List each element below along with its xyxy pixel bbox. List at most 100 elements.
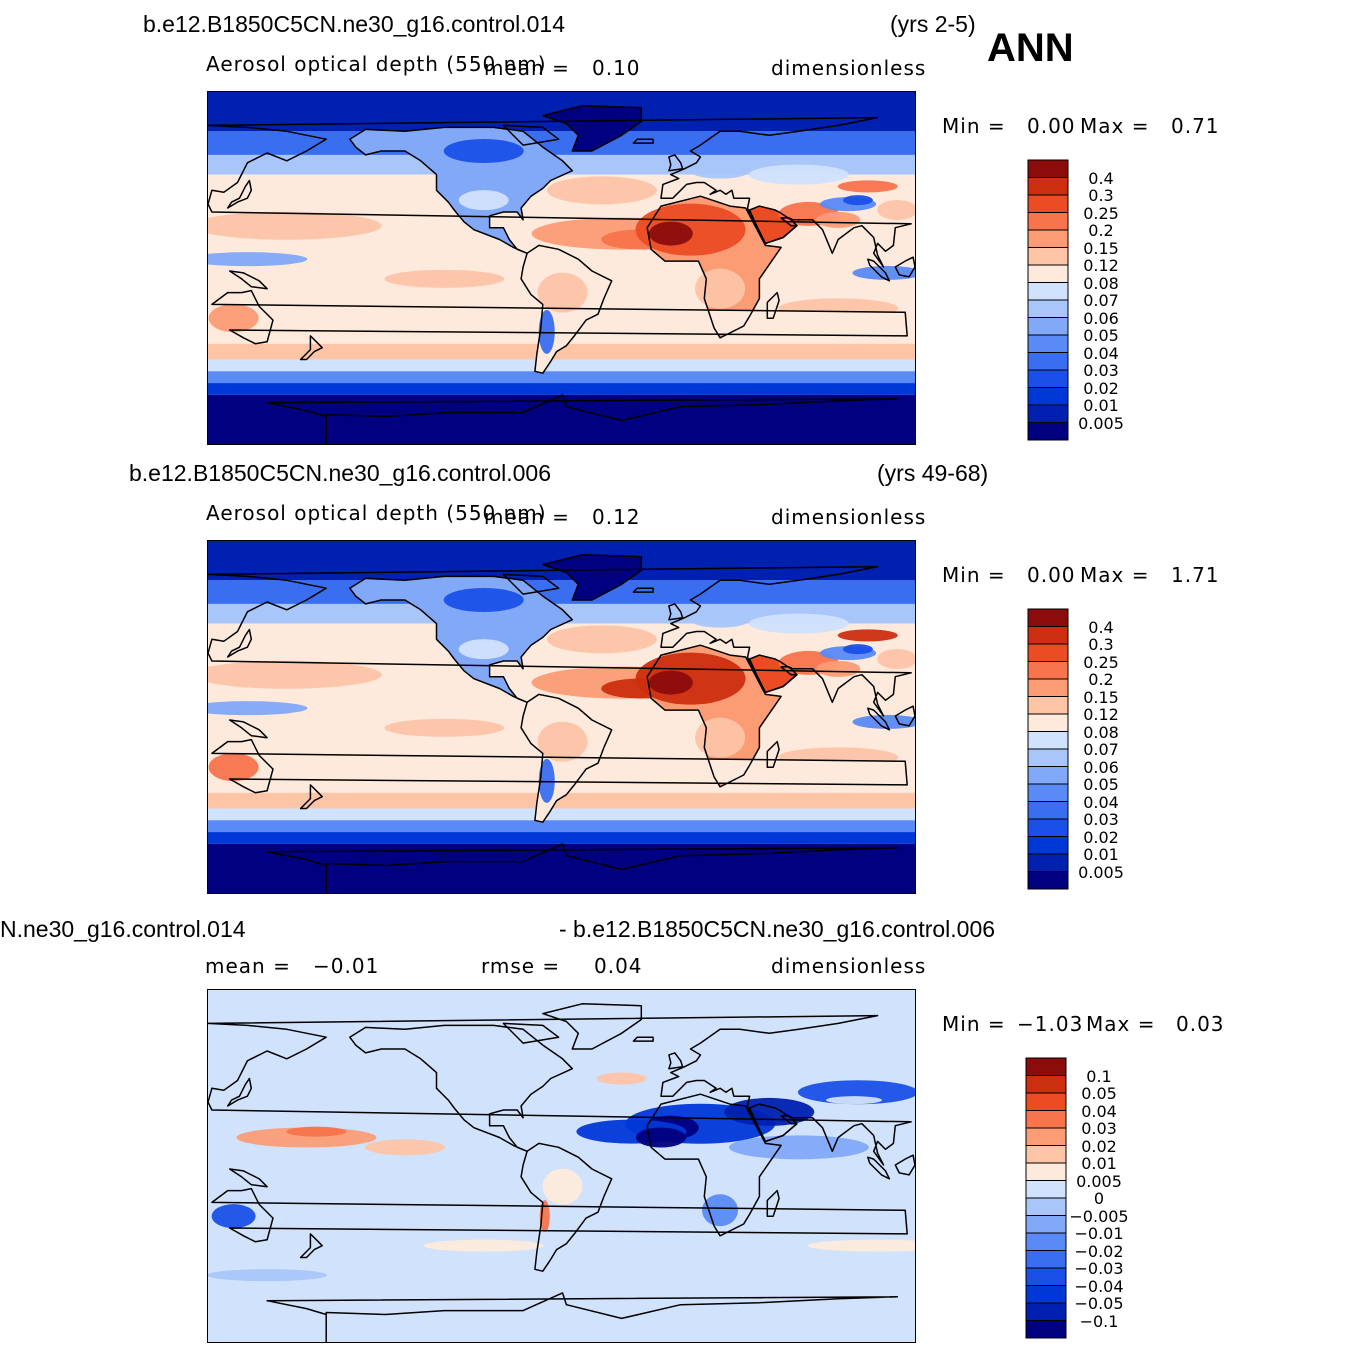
panel2-colorbar-tick-label: 0.4 — [1088, 617, 1114, 637]
panel2-dust-australia — [208, 753, 259, 782]
panel1-case-title: b.e12.B1850C5CN.ne30_g16.control.014 — [143, 11, 565, 37]
panel3-diff-atlantic-core — [635, 1127, 686, 1148]
panel1-dust-taklimakan — [837, 180, 898, 193]
panel1-field-warm-pool — [208, 252, 308, 267]
panel1-coastline-iceland — [632, 138, 654, 144]
panel3-colorbar-swatch — [1025, 1232, 1067, 1251]
panel3-max-value: 0.03 — [1176, 1012, 1225, 1036]
panel2-field-central-asia — [748, 613, 849, 634]
panel2-field-europe — [690, 611, 751, 628]
panel3-colorbar-tick-label: 0.05 — [1081, 1084, 1117, 1103]
panel1-colorbar-swatch — [1027, 334, 1069, 353]
panel1-min-value: 0.00 — [1027, 114, 1076, 138]
panel2-plume-epacific — [384, 718, 505, 737]
panel3-coastline-iceland — [632, 1036, 654, 1042]
panel3-rmse-label: rmse = — [481, 954, 561, 978]
panel1-field-canada — [443, 139, 524, 163]
panel3-colorbar-tick-label: −0.005 — [1069, 1206, 1129, 1226]
panel1-colorbar-tick-label: 0.15 — [1083, 238, 1119, 258]
panel3-colorbar-swatch — [1025, 1302, 1067, 1321]
panel2-colorbar-swatch — [1027, 661, 1069, 680]
panel2-field-us — [458, 639, 509, 660]
panel3-map — [207, 989, 916, 1343]
panel2-coastline-eurasia — [208, 565, 912, 717]
panel1-coastline-uk — [668, 154, 684, 172]
panel3-colorbar-svg — [1025, 1057, 1067, 1339]
panel2-coastline-madagascar — [766, 740, 780, 768]
panel1-colorbar-swatch — [1027, 299, 1069, 318]
panel3-colorbar-tick-label: −0.1 — [1079, 1311, 1119, 1331]
panel1-plume-npacific — [208, 211, 382, 240]
panel3-colorbar-swatch — [1025, 1057, 1067, 1076]
panel2-colorbar-swatch — [1027, 818, 1069, 837]
panel3-coastline-namerica — [349, 1024, 574, 1153]
panel3-coastline-greenland — [542, 1003, 643, 1050]
panel1-field-sh-highlat — [208, 371, 915, 384]
panel2-colorbar-swatch — [1027, 713, 1069, 732]
panel1-colorbar-swatch — [1027, 264, 1069, 283]
panel1-coastline-samerica — [520, 244, 613, 374]
panel2-mean-label: mean = — [484, 505, 570, 529]
panel2-coastline-samerica — [520, 693, 613, 823]
panel3-min-value: −1.03 — [1017, 1012, 1084, 1036]
panel2-colorbar: 0.005 0.01 0.02 0.03 0.04 0.05 0.06 0.07 0.08 0.1… — [1027, 608, 1124, 895]
panel3-diff-npacific-core — [286, 1126, 347, 1137]
panel1-field-greenland — [542, 105, 642, 151]
season-label: ANN — [987, 26, 1074, 70]
panel2-field-amazon — [537, 721, 588, 762]
panel1-colorbar-swatch — [1027, 194, 1069, 213]
panel3-diff-southern-ocean — [208, 1269, 328, 1282]
panel2-coastline-arabia — [748, 654, 798, 694]
panel3-coastline-baffin — [502, 1022, 560, 1044]
panel1-field-sh-transition — [208, 359, 915, 372]
panel1-colorbar-tick-label: 0.005 — [1078, 413, 1124, 433]
panel1-colorbar-tick-label: 0.05 — [1083, 326, 1119, 345]
panel1-colorbar-tick-label: 0.4 — [1088, 168, 1114, 188]
panel1-coastline-eurasia — [208, 116, 912, 268]
panel2-coastline-japan — [226, 628, 253, 658]
panel1-colorbar-tick-label: 0.02 — [1083, 378, 1119, 398]
panel2-plume-npacific — [208, 660, 382, 689]
panel3-coastline-antarctica — [266, 1292, 899, 1342]
panel2-colorbar-tick-label: 0.04 — [1083, 792, 1119, 812]
panel1-mean-label: mean = — [484, 56, 570, 80]
panel2-coastline-australia — [211, 738, 908, 794]
panel3-diff-central-asia — [797, 1080, 915, 1105]
panel1-colorbar-swatch — [1027, 212, 1069, 231]
panel3-diff-sh-band-east — [423, 1239, 544, 1252]
panel1-coastline-baffin — [502, 124, 560, 146]
panel3-colorbar-tick-label: 0.01 — [1081, 1154, 1117, 1173]
panel2-field-tibet-core — [842, 644, 873, 655]
panel3-diff-arabia — [724, 1097, 815, 1126]
panel3-case-right: - b.e12.B1850C5CN.ne30_g16.control.006 — [559, 916, 996, 942]
panel3-diff-natlantic — [596, 1072, 647, 1085]
panel3-colorbar-tick-label: −0.04 — [1074, 1276, 1124, 1296]
panel1-colorbar-swatch — [1027, 282, 1069, 301]
panel1-colorbar-swatch — [1027, 352, 1069, 371]
panel3-coastline-sumatra — [867, 1156, 891, 1180]
panel1-field-central-asia — [748, 164, 849, 185]
panel1-variable: Aerosol optical depth (550 nm) — [206, 52, 547, 76]
panel1-map — [207, 91, 916, 445]
panel1-mean-value: 0.10 — [592, 56, 641, 80]
panel2-field-maritime — [852, 714, 915, 729]
panel1-field-europe — [690, 162, 751, 179]
panel1-coastline-antarctica — [266, 394, 899, 444]
panel2-max-value: 1.71 — [1171, 563, 1220, 587]
panel2-colorbar-tick-label: 0.08 — [1083, 722, 1119, 742]
panel1-colorbar-tick-label: 0.3 — [1088, 186, 1114, 205]
panel2-coastline-baffin — [502, 573, 560, 595]
panel3-coastline-borneo — [894, 1154, 915, 1176]
panel3-coastline-madagascar — [766, 1189, 780, 1217]
panel3-colorbar-swatch — [1025, 1127, 1067, 1146]
panel3-coastline-eurasia — [208, 1014, 912, 1166]
panel3-units: dimensionless — [771, 954, 927, 978]
panel3-diff-indian-ocean — [728, 1135, 869, 1160]
panel1-coastline-greenland — [542, 105, 643, 152]
panel1-colorbar-tick-label: 0.2 — [1088, 221, 1114, 240]
panel3-colorbar-swatch — [1025, 1197, 1067, 1216]
panel3-colorbar-tick-label: 0 — [1093, 1189, 1105, 1208]
panel3-colorbar-tick-label: 0.005 — [1076, 1171, 1122, 1191]
panel1-colorbar-tick-label: 0.01 — [1083, 396, 1119, 415]
panel2-colorbar-swatch — [1027, 608, 1069, 627]
